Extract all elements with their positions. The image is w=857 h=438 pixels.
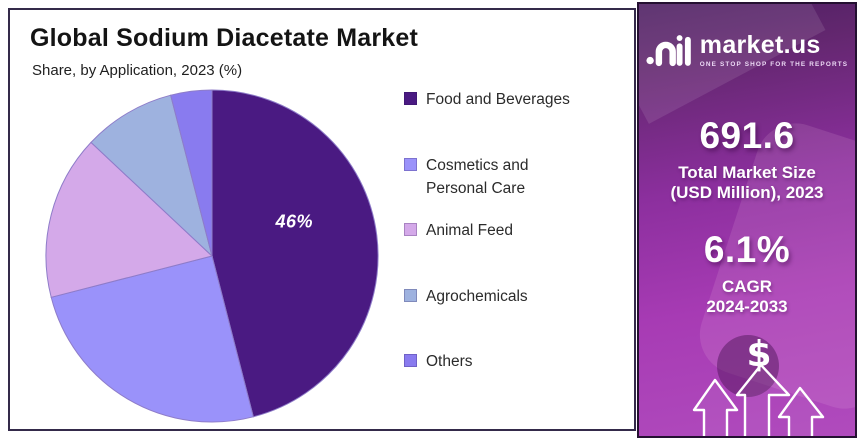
- brand-sidebar: market.us ONE STOP SHOP FOR THE REPORTS …: [637, 2, 857, 438]
- legend-item-food-and-beverages: Food and Beverages: [404, 88, 584, 111]
- legend-label: Cosmetics and Personal Care: [426, 156, 529, 197]
- pie-slice-cosmetics-and-personal-care: [50, 255, 254, 423]
- legend-swatch: [404, 288, 417, 302]
- market-size-label-line2: (USD Million), 2023: [670, 183, 824, 202]
- growth-arrows-graphic: $: [692, 334, 825, 436]
- pie-data-label: 46%: [275, 212, 314, 232]
- chart-subtitle: Share, by Application, 2023 (%): [32, 62, 243, 79]
- market-size-label-line1: Total Market Size: [678, 163, 816, 182]
- cagr-label-line2: 2024-2033: [706, 297, 788, 316]
- brand-logo: market.us ONE STOP SHOP FOR THE REPORTS: [646, 31, 848, 69]
- logo-tagline: ONE STOP SHOP FOR THE REPORTS: [699, 60, 849, 68]
- chart-title: Global Sodium Diacetate Market: [30, 24, 419, 52]
- logo-text-block: market.us ONE STOP SHOP FOR THE REPORTS: [699, 30, 849, 68]
- legend-label: Agrochemicals: [426, 287, 528, 305]
- legend-item-animal-feed: Animal Feed: [404, 219, 584, 242]
- arrow-up-right: [777, 386, 825, 436]
- legend-swatch: [404, 157, 417, 171]
- legend-swatch: [404, 223, 417, 236]
- market-size-value: 691.6: [699, 115, 795, 156]
- arrow-up-left: [692, 378, 739, 436]
- chart-panel: Global Sodium Diacetate Market Share, by…: [8, 8, 636, 431]
- sidebar-content: market.us ONE STOP SHOP FOR THE REPORTS …: [639, 4, 855, 436]
- legend-label: Animal Feed: [426, 222, 514, 239]
- legend-swatch: [404, 354, 417, 367]
- cagr-label: CAGR 2024-2033: [706, 277, 787, 317]
- pie-slice-food-and-beverages: [211, 89, 379, 418]
- legend-swatch: [404, 92, 417, 105]
- legend-label: Food and Beverages: [426, 91, 570, 108]
- chart-legend: Food and Beverages Cosmetics and Personal…: [404, 88, 624, 418]
- cagr-value: 6.1%: [703, 229, 791, 270]
- pie-chart: 46%: [45, 89, 379, 423]
- cagr-label-line1: CAGR: [721, 277, 773, 296]
- legend-label: Others: [426, 353, 473, 370]
- legend-item-others: Others: [404, 350, 584, 373]
- logo-wordmark: market.us: [699, 30, 821, 59]
- pie-slice-others: [170, 89, 213, 257]
- marketus-logo-icon: [646, 35, 691, 67]
- dollar-circle-backdrop: [717, 335, 779, 397]
- pie-slice-animal-feed: [45, 141, 214, 298]
- legend-item-agrochemicals: Agrochemicals: [404, 285, 584, 308]
- legend-item-cosmetics-and-personal-care: Cosmetics and Personal Care: [404, 154, 584, 200]
- pie-slice-agrochemicals: [90, 94, 213, 258]
- arrow-up-middle: [735, 363, 791, 436]
- market-size-label: Total Market Size (USD Million), 2023: [670, 163, 823, 203]
